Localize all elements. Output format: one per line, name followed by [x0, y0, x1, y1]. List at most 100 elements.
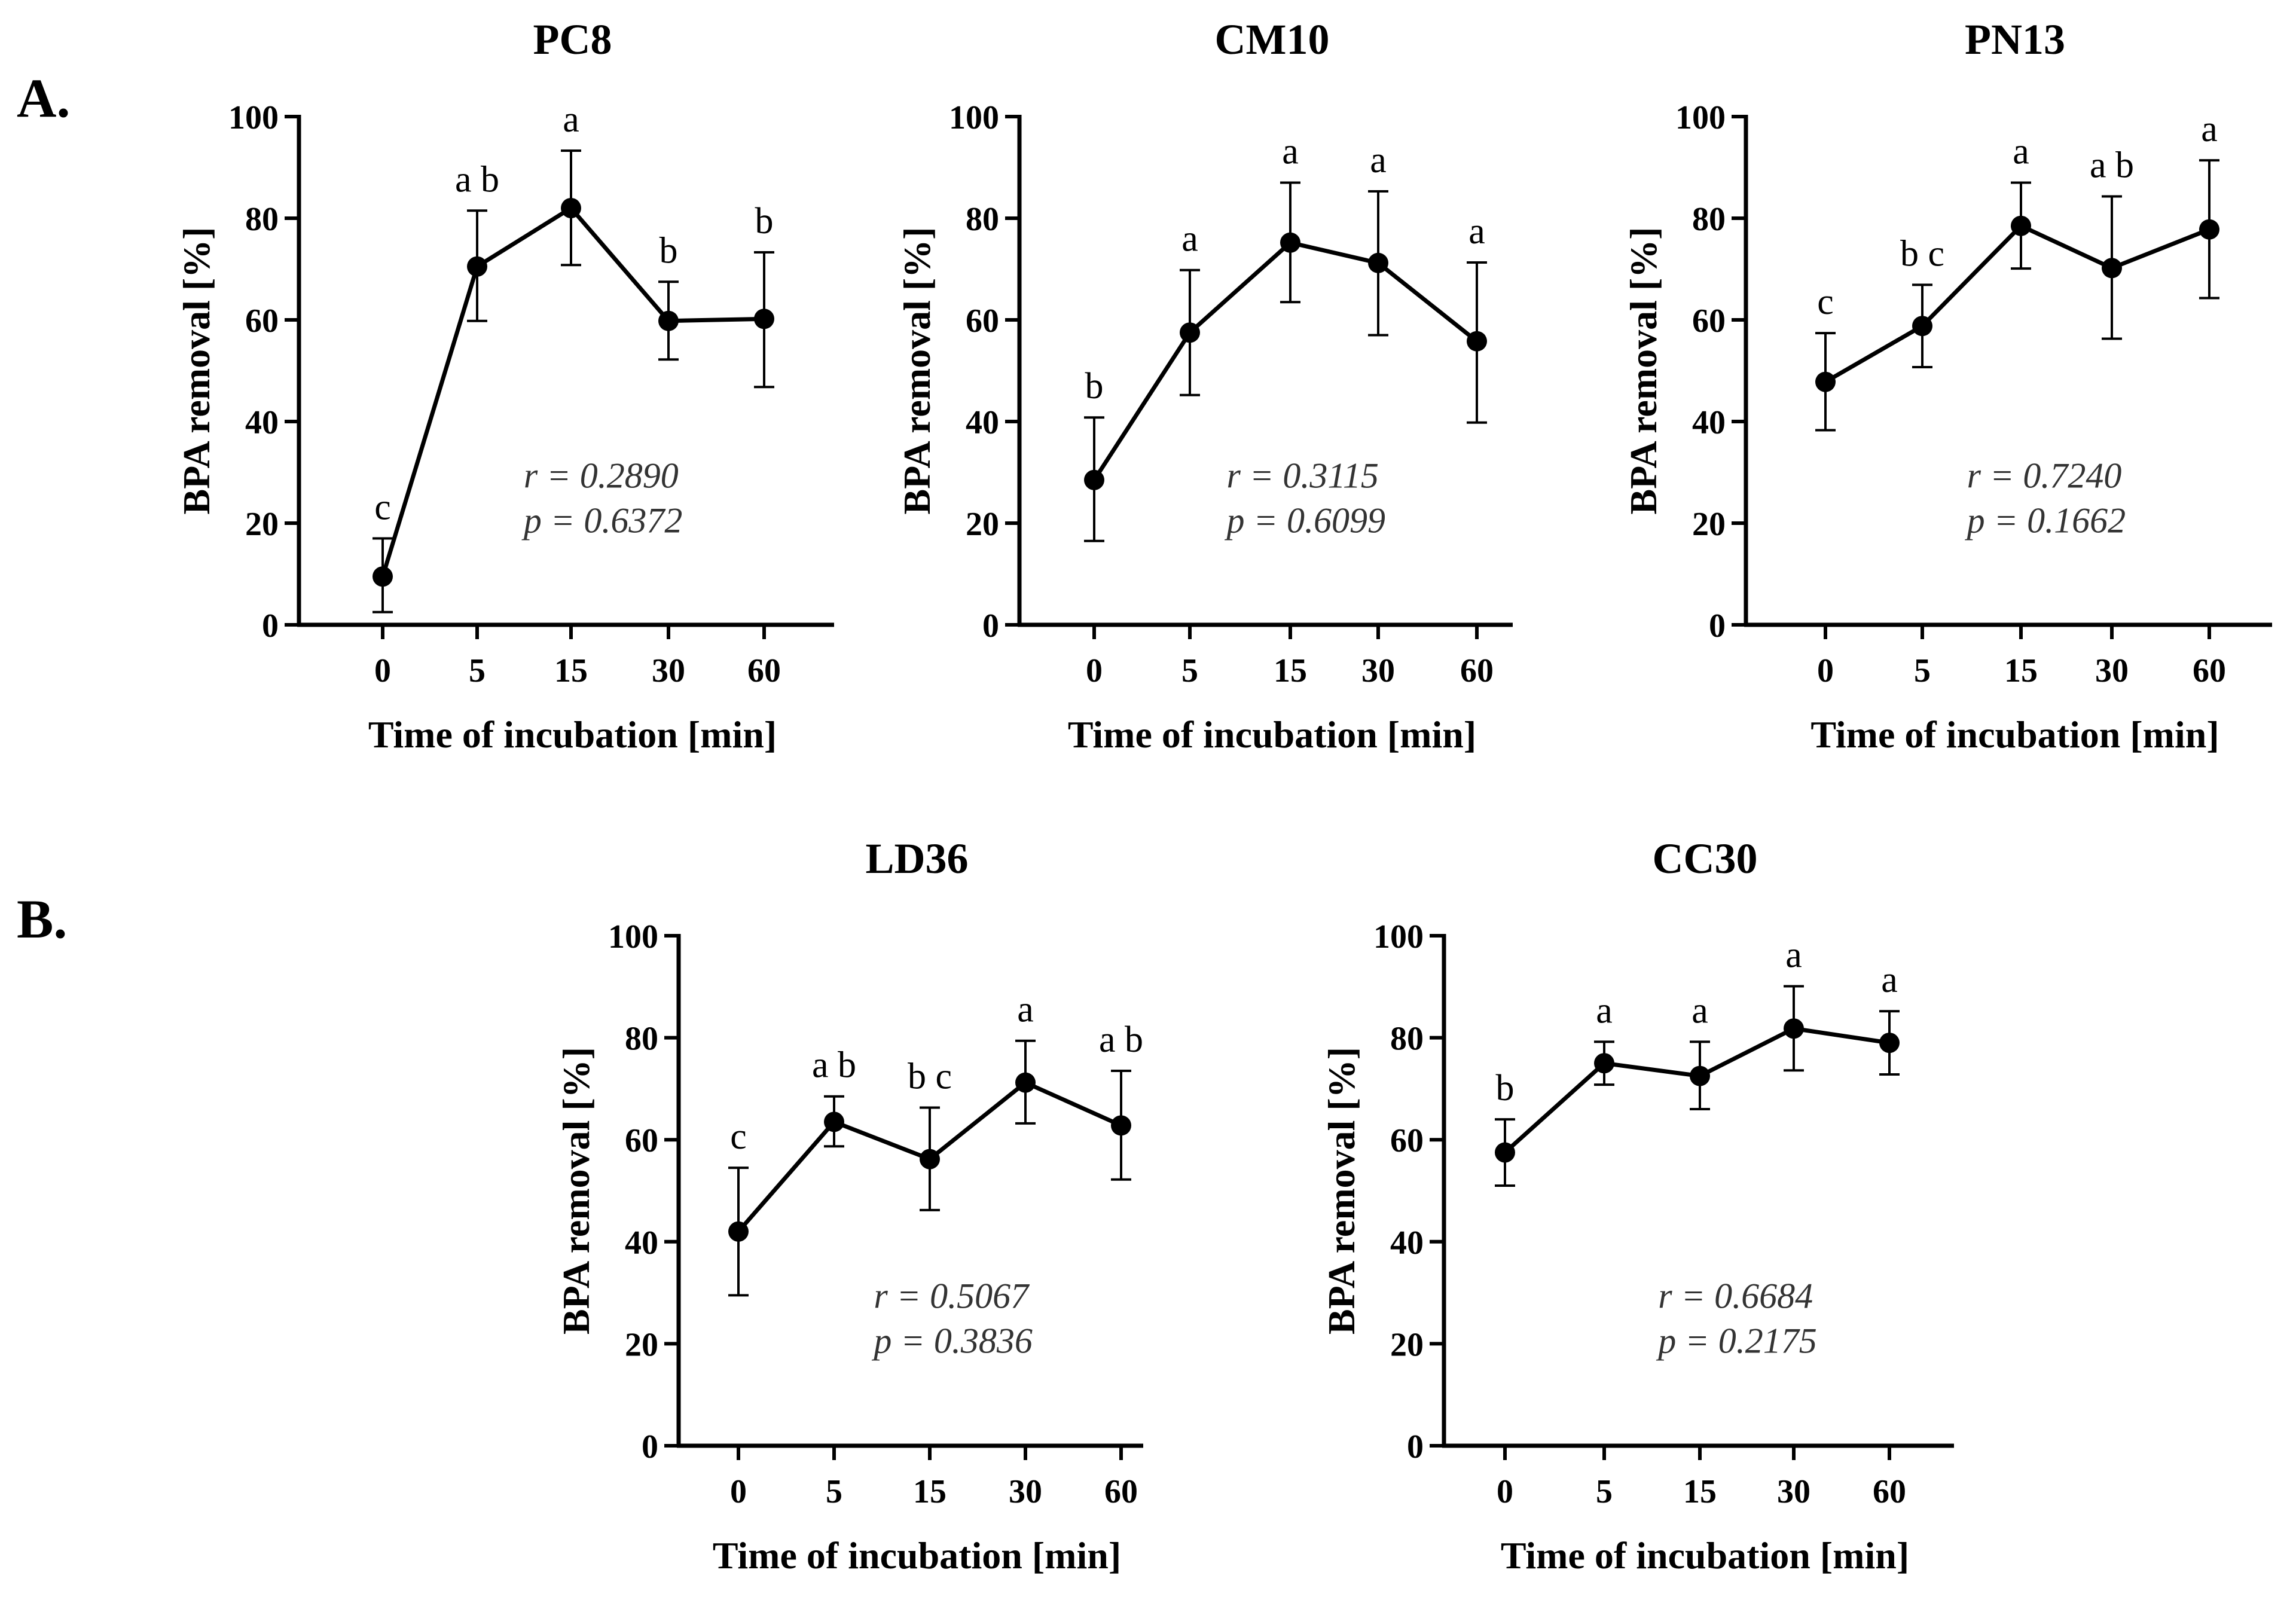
data-point — [1467, 331, 1487, 352]
significance-letter: b c — [908, 1056, 952, 1097]
y-tick-label: 0 — [642, 1428, 658, 1465]
data-point — [1879, 1033, 1900, 1054]
data-point — [1690, 1065, 1710, 1086]
y-axis-title: BPA removal [%] — [896, 227, 938, 514]
y-tick-label: 60 — [1692, 303, 1726, 340]
data-point — [920, 1149, 940, 1169]
data-point — [467, 256, 487, 277]
y-axis-title: BPA removal [%] — [555, 1047, 597, 1335]
y-tick-label: 40 — [966, 404, 999, 441]
x-tick-label: 0 — [1086, 652, 1103, 689]
x-tick-label: 0 — [730, 1473, 747, 1510]
x-tick-label: 30 — [1009, 1473, 1042, 1510]
x-tick-label: 60 — [1460, 652, 1494, 689]
chart-title: LD36 — [865, 835, 968, 883]
x-tick-label: 30 — [652, 652, 685, 689]
significance-letter: a — [1881, 960, 1898, 1000]
data-point — [561, 198, 581, 218]
data-point — [2102, 258, 2122, 279]
chart-ld36: LD36 0 20 40 60 80 100 0 5 15 30 60 Time of incubati… — [555, 835, 1143, 1577]
data-point — [1368, 252, 1388, 273]
y-tick-label: 40 — [625, 1225, 658, 1262]
x-tick-label: 5 — [1181, 652, 1198, 689]
y-tick-label: 40 — [245, 404, 279, 441]
significance-letter: a b — [1099, 1019, 1143, 1060]
x-tick-label: 0 — [1817, 652, 1834, 689]
x-axis-title: Time of incubation [min] — [368, 713, 777, 756]
y-tick-label: 0 — [262, 607, 279, 645]
y-tick-label: 20 — [1390, 1326, 1424, 1363]
significance-letter: a — [1785, 935, 1802, 975]
significance-letter: a — [1692, 990, 1708, 1031]
x-tick-label: 15 — [1683, 1473, 1717, 1510]
series-line — [1503, 1026, 1890, 1155]
charts-container: PC8 0 20 40 60 80 100 0 5 15 30 60 Time of incubatio… — [175, 16, 2272, 1577]
y-axis-title: BPA removal [%] — [1320, 1047, 1363, 1335]
x-tick-label: 30 — [2095, 652, 2129, 689]
x-tick-label: 0 — [1497, 1473, 1513, 1510]
chart-pn13: PN13 0 20 40 60 80 100 0 5 15 30 60 Time of incubati… — [1622, 16, 2272, 756]
y-tick-label: 0 — [1709, 607, 1726, 645]
y-axis-title: BPA removal [%] — [1622, 227, 1665, 514]
x-tick-label: 5 — [1596, 1473, 1613, 1510]
y-tick-label: 20 — [966, 506, 999, 543]
data-point — [2199, 219, 2219, 240]
panel-label-a: A. — [17, 68, 70, 129]
y-tick-label: 100 — [949, 99, 999, 136]
correlation-r: r = 0.3115 — [1227, 456, 1379, 496]
y-tick-label: 60 — [625, 1122, 658, 1159]
significance-letter: a b — [455, 159, 499, 200]
x-tick-label: 15 — [913, 1473, 947, 1510]
significance-letter: a — [2013, 132, 2029, 172]
y-tick-label: 20 — [245, 506, 279, 543]
y-tick-label: 80 — [1692, 201, 1726, 238]
correlation-p: p = 0.6372 — [521, 501, 683, 541]
chart-title: PN13 — [1965, 16, 2065, 63]
x-tick-label: 0 — [374, 652, 391, 689]
y-tick-label: 20 — [1692, 506, 1726, 543]
correlation-p: p = 0.6099 — [1225, 501, 1386, 541]
y-tick-label: 100 — [1373, 918, 1424, 955]
data-point — [1280, 232, 1300, 253]
significance-letter: b — [660, 230, 678, 271]
x-tick-label: 15 — [2004, 652, 2038, 689]
x-tick-label: 30 — [1777, 1473, 1810, 1510]
x-axis-title: Time of incubation [min] — [713, 1534, 1121, 1577]
significance-letter: a — [1468, 211, 1485, 252]
y-tick-label: 80 — [1390, 1021, 1424, 1058]
x-axis-title: Time of incubation [min] — [1810, 713, 2219, 756]
data-point — [1495, 1142, 1515, 1163]
y-tick-label: 60 — [245, 303, 279, 340]
y-tick-label: 0 — [982, 607, 999, 645]
chart-cm10: CM10 0 20 40 60 80 100 0 5 15 30 60 Time of incubati… — [896, 16, 1513, 756]
y-tick-label: 80 — [245, 201, 279, 238]
x-tick-label: 5 — [1914, 652, 1931, 689]
correlation-r: r = 0.6684 — [1658, 1277, 1813, 1316]
significance-letter: b — [1496, 1068, 1515, 1109]
significance-letter: a — [1596, 990, 1613, 1031]
data-point — [658, 310, 679, 331]
chart-pc8: PC8 0 20 40 60 80 100 0 5 15 30 60 Time of incubatio… — [175, 16, 834, 756]
x-tick-label: 60 — [1873, 1473, 1906, 1510]
x-tick-label: 15 — [554, 652, 588, 689]
correlation-r: r = 0.5067 — [874, 1277, 1030, 1316]
significance-letter: a — [1017, 990, 1034, 1030]
data-point — [754, 309, 774, 329]
y-tick-label: 80 — [625, 1021, 658, 1058]
chart-title: PC8 — [533, 16, 612, 63]
data-point — [373, 566, 393, 587]
y-tick-label: 20 — [625, 1326, 658, 1363]
y-tick-label: 40 — [1692, 404, 1726, 441]
data-point — [1912, 316, 1932, 337]
data-point — [2011, 215, 2031, 236]
data-point — [824, 1112, 844, 1132]
x-axis-title: Time of incubation [min] — [1068, 713, 1476, 756]
significance-letter: b — [1085, 366, 1104, 407]
correlation-r: r = 0.2890 — [524, 456, 679, 496]
y-tick-label: 100 — [228, 99, 279, 136]
significance-letter: c — [730, 1116, 747, 1157]
significance-letter: a — [2201, 109, 2218, 149]
significance-letter: c — [1817, 282, 1834, 322]
y-tick-label: 100 — [608, 918, 658, 955]
